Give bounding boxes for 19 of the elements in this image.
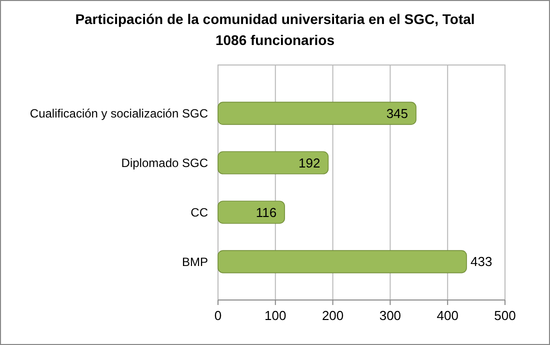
data-label: 345: [386, 106, 408, 121]
x-tick-label: 500: [494, 308, 516, 323]
data-label: 433: [470, 254, 492, 270]
chart-title: Participación de la comunidad universitaria en el SGC, Total 1086 funcionarios: [75, 11, 475, 48]
x-tick-label: 300: [379, 308, 402, 323]
y-tick-label: Cualificación y socialización SGC: [30, 106, 208, 121]
bar: [218, 200, 285, 224]
data-label: 192: [298, 155, 320, 170]
bar: [218, 151, 329, 174]
x-tick-label: 400: [436, 308, 458, 323]
x-tick-label: 0: [214, 308, 222, 323]
data-label: 116: [256, 204, 277, 220]
y-tick-label: BMP: [182, 254, 208, 269]
x-tick-label: 200: [322, 308, 344, 323]
x-tick-label: 100: [264, 308, 286, 323]
y-tick-label: CC: [190, 205, 208, 220]
bar: [218, 102, 416, 125]
y-tick-label: Diplomado SGC: [121, 156, 208, 170]
bar: [218, 250, 467, 274]
